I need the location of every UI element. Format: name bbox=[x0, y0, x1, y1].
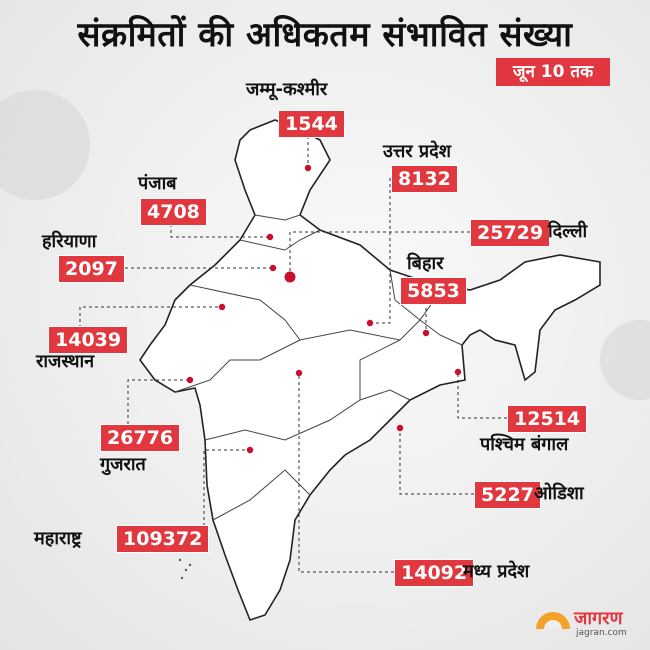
dot-dl bbox=[284, 271, 296, 283]
virus-decoration-left bbox=[0, 90, 90, 200]
dot-hr bbox=[269, 264, 277, 272]
state-name-up: उत्तर प्रदेश bbox=[383, 141, 451, 162]
state-name-hr: हरियाणा bbox=[42, 231, 97, 252]
state-value-br: 5853 bbox=[400, 277, 467, 305]
dot-gj bbox=[186, 376, 194, 384]
dot-jk bbox=[304, 164, 312, 172]
jagran-logo: जागरण jagran.com bbox=[536, 606, 646, 646]
state-value-mh: 109372 bbox=[116, 525, 210, 553]
dot-od bbox=[396, 424, 404, 432]
dot-wb bbox=[454, 368, 462, 376]
sun-icon bbox=[536, 612, 570, 629]
logo-url: jagran.com bbox=[576, 628, 627, 638]
state-name-wb: पश्चिम बंगाल bbox=[480, 434, 569, 455]
state-name-rj: राजस्थान bbox=[36, 351, 95, 372]
state-value-jk: 1544 bbox=[278, 110, 345, 138]
state-name-br: बिहार bbox=[407, 253, 444, 274]
date-badge: जून 10 तक bbox=[496, 58, 610, 86]
state-name-gj: गुजरात bbox=[100, 454, 146, 475]
dot-rj bbox=[218, 303, 226, 311]
state-value-pb: 4708 bbox=[140, 198, 207, 226]
state-value-wb: 12514 bbox=[507, 405, 588, 433]
state-value-hr: 2097 bbox=[58, 255, 125, 283]
state-value-gj: 26776 bbox=[100, 424, 181, 452]
state-borders bbox=[174, 214, 463, 521]
page-title: संक्रमितों की अधिकतम संभावित संख्या bbox=[77, 15, 573, 55]
state-value-od: 5227 bbox=[474, 481, 541, 509]
state-name-dl: दिल्ली bbox=[548, 221, 588, 242]
dot-up bbox=[366, 319, 374, 327]
dot-mp bbox=[295, 369, 303, 377]
state-value-rj: 14039 bbox=[48, 326, 129, 354]
location-dots bbox=[186, 164, 462, 454]
dot-br bbox=[422, 329, 430, 337]
state-value-mp: 14092 bbox=[394, 559, 475, 587]
connector-lines bbox=[79, 136, 507, 573]
dot-mh bbox=[246, 446, 254, 454]
state-name-mh: महाराष्ट्र bbox=[34, 528, 82, 549]
state-name-pb: पंजाब bbox=[138, 173, 177, 194]
dot-pb bbox=[266, 233, 274, 241]
logo-name: जागरण bbox=[574, 608, 623, 629]
state-value-dl: 25729 bbox=[470, 219, 551, 247]
state-name-jk: जम्मू-कश्मीर bbox=[246, 79, 328, 100]
state-name-od: ओडिशा bbox=[534, 483, 584, 504]
state-value-up: 8132 bbox=[391, 165, 458, 193]
islands bbox=[178, 558, 192, 580]
state-name-mp: मध्य प्रदेश bbox=[463, 561, 530, 582]
